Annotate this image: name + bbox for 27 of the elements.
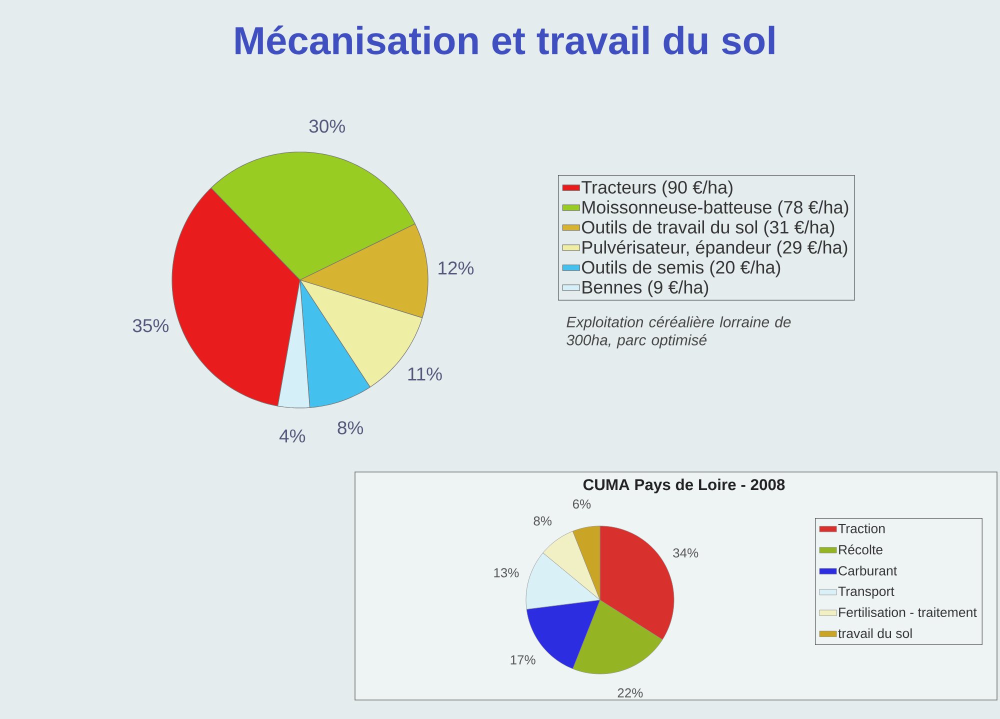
legend-label: Outils de travail du sol (31 €/ha): [582, 220, 834, 238]
legend-label: Carburant: [838, 566, 897, 576]
data-label: 17%: [510, 655, 536, 664]
data-label: 12%: [438, 261, 474, 275]
chart-title: Mécanisation et travail du sol: [236, 25, 774, 54]
data-label: 6%: [572, 499, 591, 509]
data-label: 8%: [338, 421, 364, 434]
legend-label: Traction: [838, 523, 885, 534]
legend-label: Pulvérisateur, épandeur (29 €/ha): [582, 240, 848, 258]
data-label: 4%: [279, 429, 306, 442]
chart-title: CUMA Pays de Loire - 2008: [583, 478, 785, 494]
data-label: 8%: [534, 516, 552, 526]
data-label: 11%: [408, 367, 442, 380]
data-label: 34%: [673, 548, 698, 558]
legend-label: Bennes (9 €/ha): [582, 280, 708, 298]
legend-label: Fertilisation - traitement: [839, 607, 977, 618]
legend-label: Moissonneuse-batteuse (78 €/ha): [582, 200, 848, 218]
data-label: 30%: [309, 120, 345, 133]
legend-label: Outils de semis (20 €/ha): [582, 260, 780, 278]
data-label: 13%: [494, 568, 519, 578]
legend-label: Transport: [838, 586, 894, 599]
legend-label: travail du sol: [838, 628, 912, 638]
data-label: 22%: [618, 688, 643, 698]
data-label: 35%: [132, 319, 169, 332]
text: Exploitation céréalière lorraine de 300ha, parc optimisé: [566, 316, 791, 348]
legend-label: Récolte: [839, 544, 882, 554]
legend-label: Tracteurs (90 €/ha): [582, 180, 732, 198]
